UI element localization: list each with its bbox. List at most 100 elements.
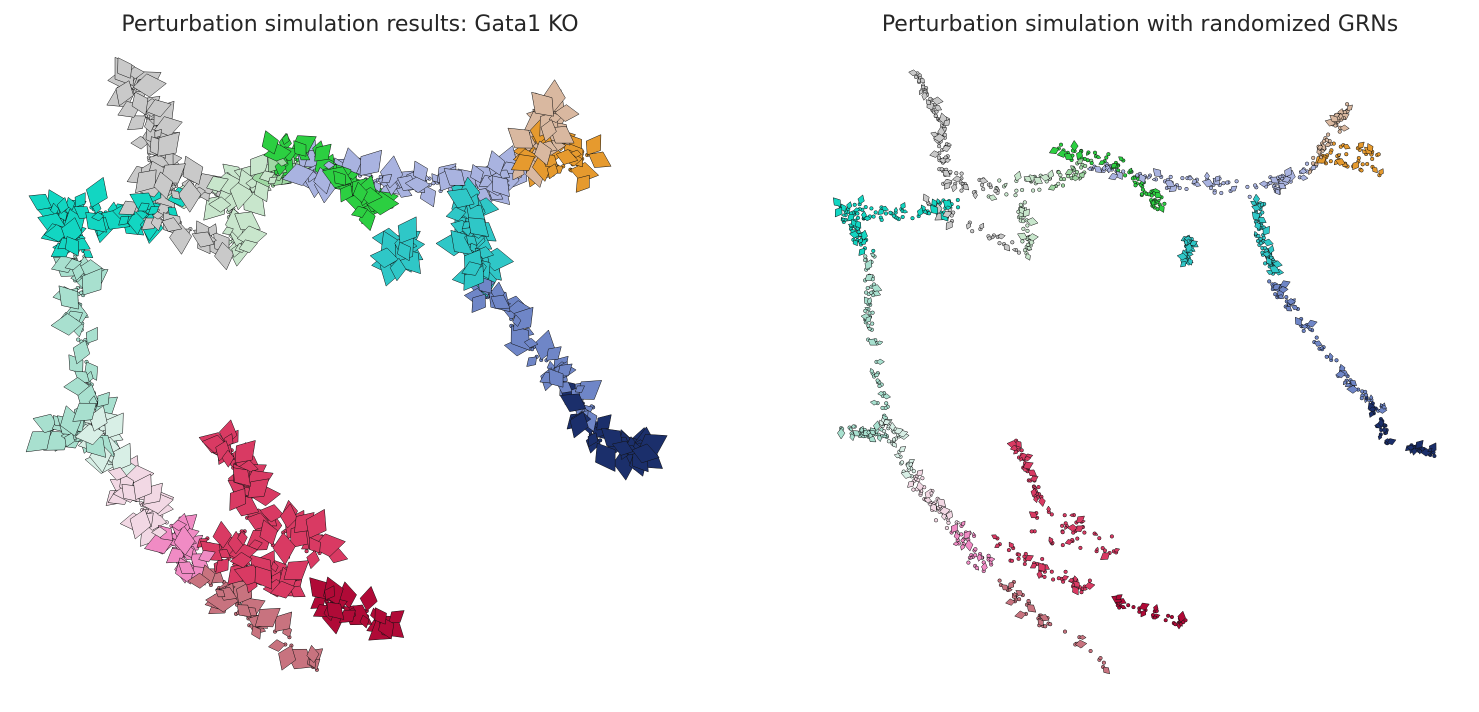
cell-point: [1121, 169, 1126, 174]
shift-arrow: [1411, 447, 1418, 456]
cell-point: [886, 439, 891, 444]
shift-arrow: [91, 211, 105, 222]
shift-arrow: [943, 200, 953, 209]
shift-arrow: [1257, 216, 1267, 223]
shift-arrow: [1026, 246, 1033, 251]
cell-point: [76, 337, 81, 342]
cell-point: [891, 437, 897, 442]
shift-arrow: [952, 541, 960, 547]
shift-arrow: [1007, 581, 1015, 589]
cell-point: [959, 171, 964, 176]
shift-arrow: [381, 174, 393, 183]
shift-arrow: [470, 163, 484, 184]
shift-arrow: [972, 531, 976, 537]
cell-point: [1063, 569, 1068, 574]
shift-arrow: [182, 155, 204, 185]
shift-arrow: [930, 204, 939, 215]
shift-arrow: [275, 158, 288, 167]
shift-arrow: [1017, 232, 1028, 241]
shift-arrow: [988, 181, 993, 188]
shift-arrow: [869, 399, 879, 406]
cell-point: [1126, 603, 1131, 608]
shift-arrow: [907, 481, 914, 488]
shift-arrow: [1377, 434, 1383, 441]
cell-point: [1020, 187, 1025, 193]
cell-point: [869, 290, 874, 295]
shift-arrow: [871, 284, 883, 293]
shift-arrow: [944, 205, 952, 211]
shift-arrow: [1259, 201, 1264, 208]
cell-point: [1016, 250, 1021, 255]
shift-arrow: [72, 263, 85, 282]
shift-arrow: [882, 419, 892, 426]
shift-arrow: [446, 188, 475, 209]
cell-point: [1356, 156, 1361, 161]
shift-arrow: [876, 358, 885, 365]
shift-arrow: [877, 209, 885, 216]
cell-point: [431, 181, 436, 186]
shift-arrow: [254, 565, 273, 590]
shift-arrow: [490, 294, 511, 309]
shift-arrow: [1369, 394, 1374, 401]
shift-arrow: [293, 140, 307, 157]
shift-arrow: [846, 201, 853, 210]
shift-arrow: [132, 73, 167, 98]
shift-arrow: [261, 130, 279, 155]
shift-arrow: [1095, 155, 1102, 160]
shift-arrow: [864, 259, 873, 270]
shift-arrow: [171, 519, 188, 532]
shift-arrow: [1138, 602, 1150, 611]
cell-point: [1131, 605, 1136, 610]
shift-arrow: [1253, 230, 1258, 237]
cell-point: [866, 323, 871, 328]
shift-arrow: [56, 196, 69, 214]
cell-point: [1267, 279, 1272, 284]
shift-arrow: [65, 236, 80, 257]
shift-arrow: [1118, 156, 1124, 161]
cell-point: [1056, 576, 1061, 581]
shift-arrow: [929, 150, 940, 158]
cell-point: [1088, 648, 1093, 654]
shift-arrow: [1334, 158, 1346, 166]
shift-arrow: [857, 233, 863, 237]
shift-arrow: [1186, 175, 1194, 181]
shift-arrow: [152, 211, 165, 220]
cell-point: [1060, 523, 1065, 528]
cell-point: [1163, 618, 1168, 623]
shift-arrow: [1012, 591, 1017, 598]
shift-arrow: [1362, 149, 1367, 155]
shift-arrow: [1098, 160, 1105, 165]
scatter-plot-randomized-grn: [832, 69, 1437, 675]
cell-point: [900, 460, 905, 465]
cell-point: [997, 578, 1002, 583]
cell-point: [1026, 598, 1031, 604]
shift-arrow: [1023, 456, 1032, 462]
shift-arrow: [866, 296, 873, 305]
shift-arrow: [1277, 174, 1284, 179]
cell-point: [1019, 448, 1024, 453]
cell-point: [1025, 242, 1031, 247]
shift-arrow: [1325, 137, 1329, 143]
cell-point: [1284, 295, 1289, 300]
shift-arrow: [58, 285, 79, 310]
shift-arrow: [207, 223, 218, 237]
shift-arrow: [1011, 248, 1017, 252]
cell-point: [884, 401, 889, 406]
cell-point: [1334, 358, 1339, 363]
shift-arrow: [129, 508, 152, 540]
shift-arrow: [920, 78, 925, 84]
cell-point: [1022, 561, 1027, 567]
shift-arrow: [1064, 169, 1074, 176]
cell-point: [1166, 613, 1171, 618]
shift-arrow: [963, 530, 971, 540]
shift-arrow: [1285, 306, 1293, 312]
shift-arrow: [943, 182, 951, 190]
shift-arrow: [1095, 546, 1099, 552]
shift-arrow: [956, 531, 961, 535]
shift-arrow: [178, 561, 196, 574]
cell-point: [1066, 174, 1071, 179]
shift-arrow: [1026, 217, 1039, 226]
cell-point: [862, 258, 868, 263]
shift-arrow: [157, 131, 180, 157]
shift-arrow: [1339, 124, 1350, 132]
